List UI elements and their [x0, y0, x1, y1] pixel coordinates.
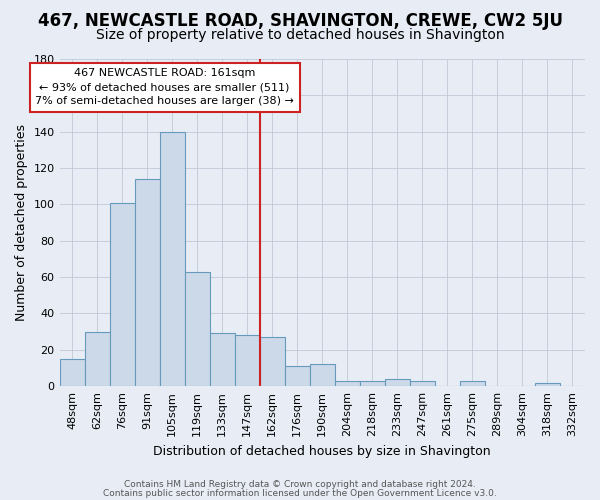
Text: Contains HM Land Registry data © Crown copyright and database right 2024.: Contains HM Land Registry data © Crown c…: [124, 480, 476, 489]
Text: Contains public sector information licensed under the Open Government Licence v3: Contains public sector information licen…: [103, 488, 497, 498]
Bar: [235, 336, 260, 386]
Bar: [310, 364, 335, 386]
X-axis label: Distribution of detached houses by size in Shavington: Distribution of detached houses by size …: [154, 444, 491, 458]
Bar: [160, 132, 185, 386]
Bar: [535, 382, 560, 386]
Bar: [410, 380, 435, 386]
Bar: [209, 334, 235, 386]
Bar: [85, 332, 110, 386]
Y-axis label: Number of detached properties: Number of detached properties: [15, 124, 28, 321]
Text: 467 NEWCASTLE ROAD: 161sqm
← 93% of detached houses are smaller (511)
7% of semi: 467 NEWCASTLE ROAD: 161sqm ← 93% of deta…: [35, 68, 294, 106]
Text: Size of property relative to detached houses in Shavington: Size of property relative to detached ho…: [95, 28, 505, 42]
Bar: [285, 366, 310, 386]
Bar: [185, 272, 209, 386]
Bar: [260, 337, 285, 386]
Bar: [360, 380, 385, 386]
Bar: [134, 179, 160, 386]
Bar: [59, 359, 85, 386]
Text: 467, NEWCASTLE ROAD, SHAVINGTON, CREWE, CW2 5JU: 467, NEWCASTLE ROAD, SHAVINGTON, CREWE, …: [37, 12, 563, 30]
Bar: [110, 202, 134, 386]
Bar: [335, 380, 360, 386]
Bar: [385, 379, 410, 386]
Bar: [460, 380, 485, 386]
